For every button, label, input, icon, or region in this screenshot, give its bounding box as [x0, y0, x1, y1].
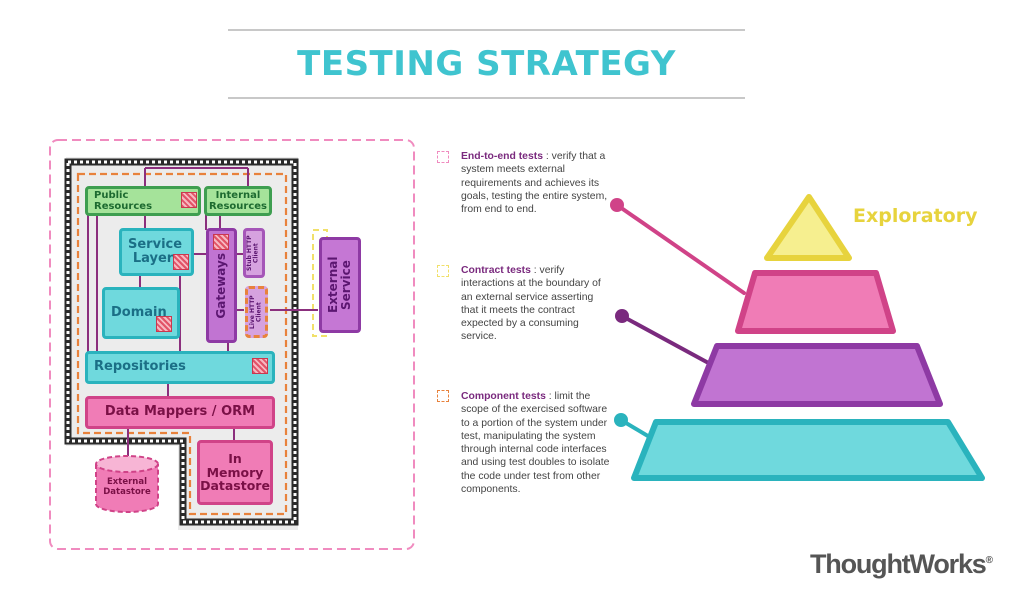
bottom-divider — [228, 97, 745, 99]
internal-resources-label: Internal Resources — [208, 190, 268, 212]
end-to-end-connector — [615, 203, 746, 295]
contract-legend-swatch — [437, 265, 449, 277]
component-term: Component tests — [461, 391, 546, 402]
pyramid-tier-end-to-end — [735, 270, 896, 334]
data-mappers-box: Data Mappers / ORM — [85, 396, 275, 429]
page-title: TESTING STRATEGY — [297, 44, 676, 84]
thoughtworks-logo: ThoughtWorks® — [810, 549, 993, 580]
brand-name: ThoughtWorks — [810, 549, 987, 579]
pyramid-tier-exploratory — [764, 194, 852, 261]
contract-connector-dot — [615, 309, 629, 323]
test-double-marker — [252, 358, 268, 374]
contract-connector — [620, 314, 716, 368]
end-to-end-term: End-to-end tests — [461, 151, 543, 162]
contract-term: Contract tests — [461, 265, 531, 276]
end-to-end-legend-swatch — [437, 151, 449, 163]
end-to-end-description: End-to-end tests : verify that a system … — [461, 150, 613, 216]
top-divider — [228, 29, 745, 31]
component-legend-swatch — [437, 390, 449, 402]
component-boundary — [76, 172, 288, 516]
test-double-marker — [181, 192, 197, 208]
data-mappers-label: Data Mappers / ORM — [104, 404, 256, 420]
pyramid-tier-component — [631, 419, 985, 481]
external-service-box: External Service — [319, 237, 361, 333]
component-text: : limit the scope of the exercised softw… — [461, 391, 610, 496]
in-memory-datastore-label: In Memory Datastore — [200, 450, 270, 494]
domain-box: Domain — [102, 287, 180, 339]
component-description: Component tests : limit the scope of the… — [461, 390, 613, 496]
external-datastore-label: External Datastore — [103, 477, 151, 497]
pyramid-tier-contract — [691, 343, 943, 407]
internal-resources-box: Internal Resources — [204, 186, 272, 216]
end-to-end-scope-outline — [49, 139, 415, 550]
stub-http-client-box: Stub HTTP Client — [243, 228, 265, 278]
brand-mark: ® — [985, 555, 993, 566]
test-double-marker — [156, 316, 172, 332]
external-datastore-cylinder — [95, 455, 159, 513]
in-memory-datastore-box: In Memory Datastore — [197, 440, 273, 505]
exploratory-label: Exploratory — [853, 205, 978, 227]
component-connector-dot — [614, 413, 628, 427]
test-double-marker — [173, 254, 189, 270]
gateways-box: Gateways — [206, 228, 237, 343]
contract-text: : verify interactions at the boundary of… — [461, 265, 601, 343]
contract-description: Contract tests : verify interactions at … — [461, 264, 613, 344]
repositories-label: Repositories — [94, 359, 186, 375]
domain-label: Domain — [111, 304, 167, 320]
repositories-box: Repositories — [85, 351, 275, 384]
live-http-client-box: Live HTTP Client — [245, 286, 268, 338]
end-to-end-text: : verify that a system meets external re… — [461, 151, 608, 216]
test-double-marker — [213, 234, 229, 250]
end-to-end-connector-dot — [610, 198, 624, 212]
public-resources-label: Public Resources — [94, 190, 153, 212]
service-layer-label: Service Layer — [128, 236, 183, 266]
